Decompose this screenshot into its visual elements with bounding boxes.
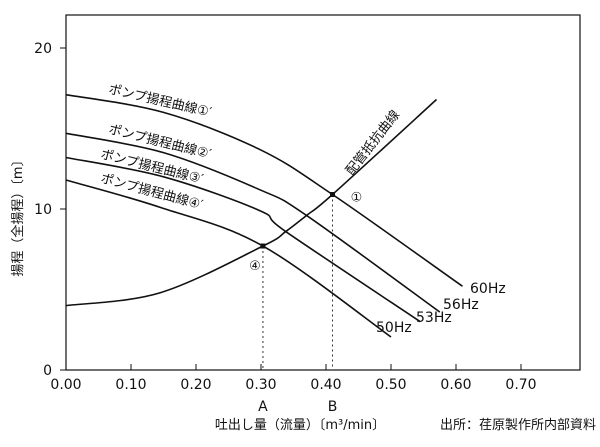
operating-point-label: ① bbox=[351, 191, 363, 206]
hz-56: 56Hz bbox=[443, 297, 479, 313]
x-tick-label: 0.70 bbox=[505, 377, 536, 393]
y-axis-label: 揚程（全揚程）〔m〕 bbox=[10, 153, 26, 276]
plot-frame bbox=[65, 14, 581, 371]
hz-60: 60Hz bbox=[470, 281, 506, 297]
x-marker-label: A bbox=[258, 399, 268, 415]
pump-curve-50Hz bbox=[65, 179, 392, 338]
y-tick-label: 20 bbox=[34, 41, 52, 57]
x-tick-label: 0.50 bbox=[375, 377, 406, 393]
x-tick-label: 0.40 bbox=[310, 377, 341, 393]
pump-curve-53Hz bbox=[65, 156, 421, 323]
label-system-curve: 配管抵抗曲線 bbox=[343, 107, 404, 178]
hz-50: 50Hz bbox=[376, 320, 412, 336]
x-tick-label: 0.30 bbox=[245, 377, 276, 393]
operating-point bbox=[260, 243, 266, 249]
source-note: 出所：荏原製作所内部資料 bbox=[440, 417, 596, 433]
pump-curve-60Hz bbox=[65, 93, 463, 287]
x-axis-label: 吐出し量（流量）〔m³/min〕 bbox=[215, 418, 385, 433]
system-resistance-curve bbox=[65, 98, 438, 307]
x-tick-label: 0.10 bbox=[115, 377, 146, 393]
operating-point bbox=[330, 192, 335, 198]
x-tick-label: 0.20 bbox=[180, 377, 211, 393]
x-tick-label: 0.60 bbox=[440, 377, 471, 393]
x-marker-label: B bbox=[328, 399, 338, 415]
label-curve-60: ポンプ揚程曲線①′ bbox=[107, 81, 213, 120]
operating-point-label: ④ bbox=[249, 259, 261, 274]
y-tick-label: 10 bbox=[34, 202, 52, 218]
y-tick-label: 0 bbox=[43, 363, 52, 379]
hz-53: 53Hz bbox=[416, 310, 452, 326]
x-tick-label: 0.00 bbox=[50, 377, 81, 393]
pump-curve-56Hz bbox=[65, 132, 441, 313]
